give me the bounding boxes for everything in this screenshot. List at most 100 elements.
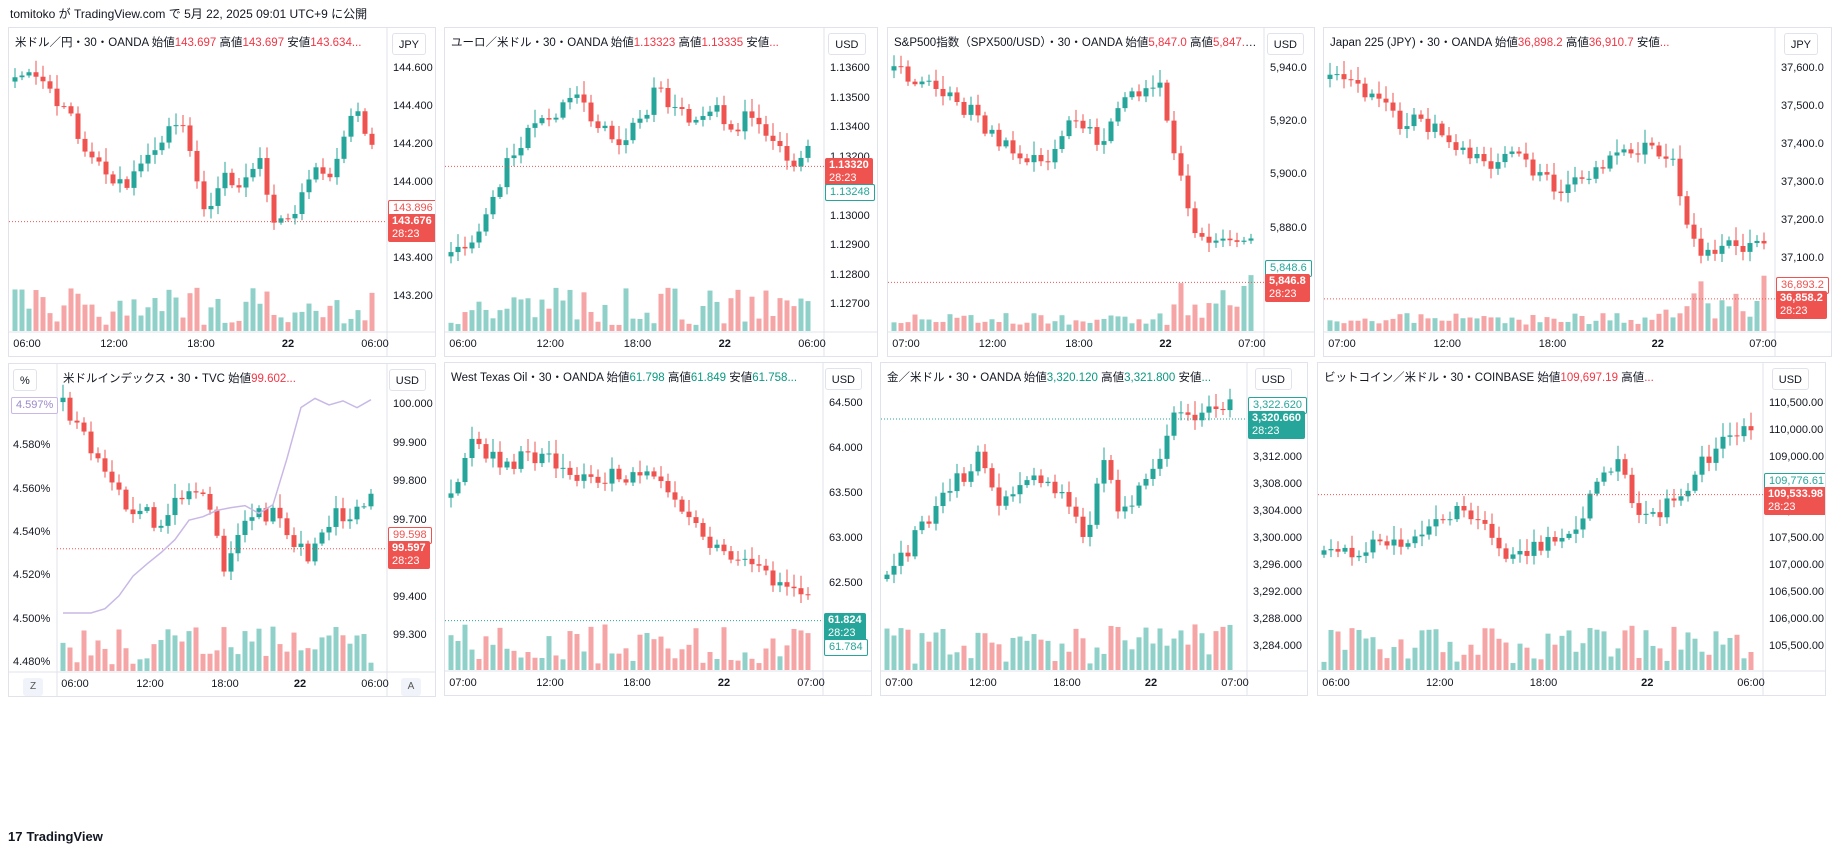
chart-canvas[interactable]: [9, 28, 436, 357]
volume-bar: [228, 647, 234, 671]
symbol-title[interactable]: ユーロ／米ドル・30・OANDA: [451, 37, 611, 49]
volume-bar: [1712, 318, 1718, 331]
ohlc-key: 始値: [228, 373, 252, 385]
volume-bar: [1432, 318, 1438, 331]
ohlc-value: ...: [1659, 37, 1670, 49]
symbol-title[interactable]: West Texas Oil・30・OANDA: [451, 372, 607, 384]
currency-unit-button[interactable]: USD: [1771, 368, 1809, 390]
chart-canvas[interactable]: [9, 364, 436, 697]
candle-body: [362, 111, 368, 134]
candle-body: [560, 102, 566, 118]
volume-bar: [347, 643, 353, 671]
candle-body: [117, 179, 123, 184]
price-axis-tick: 107,000.00: [1769, 559, 1825, 571]
currency-unit-button[interactable]: USD: [388, 369, 426, 391]
candle-body: [1747, 243, 1753, 252]
symbol-title[interactable]: 米ドル／円・30・OANDA: [15, 37, 152, 49]
volume-bar: [33, 290, 39, 331]
price-axis-tick: 99.900: [393, 436, 427, 449]
volume-bar: [1321, 661, 1327, 670]
candle-body: [88, 431, 94, 454]
symbol-title[interactable]: ビットコイン／米ドル・30・COINBASE: [1324, 372, 1538, 384]
currency-unit-button[interactable]: USD: [828, 33, 866, 55]
volume-bar: [1010, 323, 1016, 331]
left-axis-tick: 4.580%: [13, 439, 51, 452]
chart-pane[interactable]: 金／米ドル・30・OANDA 始値3,320.120 高値3,321.800 安…: [880, 362, 1308, 696]
candle-body: [172, 497, 178, 516]
candle-body: [686, 511, 692, 518]
left-unit-button[interactable]: %: [13, 369, 37, 391]
price-value: 61.824: [828, 613, 862, 626]
candle-body: [82, 138, 88, 152]
price-value: 61.784: [829, 640, 863, 653]
symbol-title[interactable]: S&P500指数（SPX500/USD）・30・OANDA: [894, 37, 1126, 49]
candle-body: [1600, 167, 1606, 169]
chart-canvas[interactable]: [888, 28, 1315, 357]
volume-bar: [109, 664, 115, 671]
candle-body: [1418, 114, 1424, 119]
volume-bar: [469, 310, 475, 331]
candle-body: [644, 114, 650, 119]
volume-bar: [40, 297, 46, 331]
symbol-title[interactable]: 米ドルインデックス・30・TVC: [63, 373, 229, 385]
chart-canvas[interactable]: [1324, 28, 1832, 357]
chart-pane[interactable]: 米ドルインデックス・30・TVC 始値99.602... USD%4.600%4…: [8, 363, 436, 697]
candle-body: [1178, 153, 1184, 176]
price-axis-tick: 1.12700: [830, 298, 870, 311]
chart-pane[interactable]: Japan 225 (JPY)・30・OANDA 始値36,898.2 高値36…: [1323, 27, 1832, 357]
candle-body: [1496, 537, 1502, 549]
candle-body: [1565, 184, 1571, 193]
time-axis-tick: 22: [1651, 338, 1664, 350]
candle-body: [1587, 493, 1593, 519]
ohlc-key: 高値: [1565, 37, 1589, 49]
chart-canvas[interactable]: [881, 363, 1308, 696]
last-price-label: 99.597 28:23: [388, 540, 430, 569]
chart-canvas[interactable]: [445, 363, 872, 696]
volume-bar: [518, 657, 524, 670]
volume-bar: [658, 293, 664, 331]
price-value: 109,776.61: [1769, 474, 1825, 487]
volume-bar: [60, 642, 66, 671]
chart-pane[interactable]: ユーロ／米ドル・30・OANDA 始値1.13323 高値1.13335 安値.…: [444, 27, 878, 357]
chart-pane[interactable]: S&P500指数（SPX500/USD）・30・OANDA 始値5,847.0 …: [887, 27, 1315, 357]
volume-bar: [1538, 659, 1544, 670]
ohlc-value: 61.849: [690, 372, 730, 384]
volume-bar: [263, 655, 269, 671]
candle-body: [497, 451, 503, 468]
symbol-title[interactable]: 金／米ドル・30・OANDA: [887, 372, 1024, 384]
candle-body: [123, 489, 129, 510]
candle-body: [340, 508, 346, 522]
currency-unit-button[interactable]: USD: [1266, 33, 1304, 55]
chart-pane[interactable]: ビットコイン／米ドル・30・COINBASE 始値109,697.19 高値..…: [1317, 362, 1826, 696]
candle-body: [770, 570, 776, 586]
volume-bar: [19, 289, 25, 331]
candle-body: [1495, 162, 1501, 169]
zoom-button[interactable]: Z: [23, 678, 43, 696]
ohlc-key: 始値: [1537, 372, 1561, 384]
candle-body: [1740, 245, 1746, 252]
chart-canvas[interactable]: [1318, 363, 1826, 696]
candle-body: [81, 422, 87, 432]
volume-bar: [194, 287, 200, 331]
currency-unit-button[interactable]: USD: [1254, 368, 1292, 390]
tradingview-footer[interactable]: 17 TradingView: [8, 826, 103, 848]
candle-body: [1136, 91, 1142, 97]
currency-unit-button[interactable]: USD: [824, 368, 862, 390]
chart-pane[interactable]: 米ドル／円・30・OANDA 始値143.697 高値143.697 安値143…: [8, 27, 436, 357]
time-axis-tick: 12:00: [536, 338, 565, 350]
chart-pane[interactable]: West Texas Oil・30・OANDA 始値61.798 高値61.84…: [444, 362, 872, 696]
symbol-title[interactable]: Japan 225 (JPY)・30・OANDA: [1330, 37, 1495, 49]
volume-bar: [665, 648, 671, 670]
candle-body: [989, 468, 995, 488]
chart-canvas[interactable]: [445, 28, 878, 357]
volume-bar: [1241, 285, 1247, 331]
volume-bar: [1234, 306, 1240, 331]
candle-body: [1579, 177, 1585, 179]
currency-unit-button[interactable]: JPY: [391, 33, 426, 55]
currency-unit-button[interactable]: JPY: [1783, 33, 1818, 55]
candle-body: [257, 158, 263, 169]
volume-bar: [81, 630, 87, 671]
chart-legend: S&P500指数（SPX500/USD）・30・OANDA 始値5,847.0 …: [894, 34, 1258, 50]
auto-scale-button[interactable]: A: [401, 678, 421, 696]
price-axis-tick: 37,200.0: [1781, 214, 1824, 226]
